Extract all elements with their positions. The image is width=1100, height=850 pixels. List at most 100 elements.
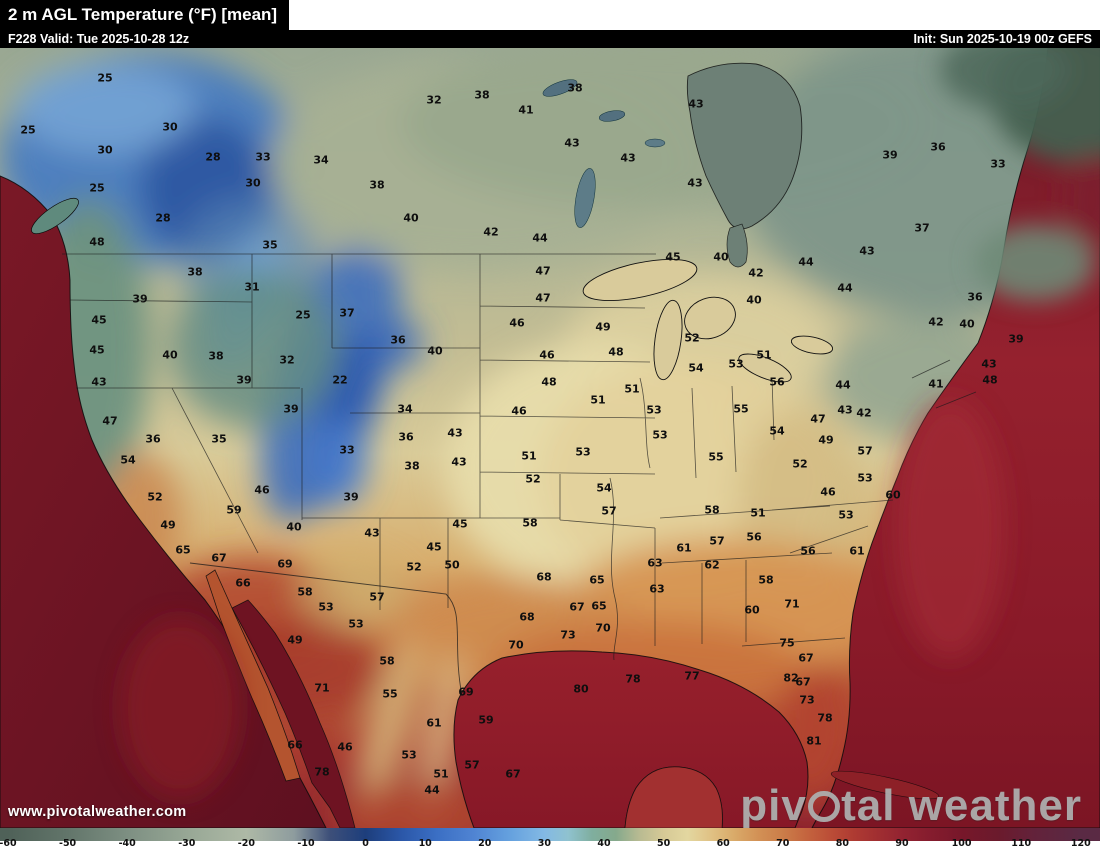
temperature-label: 58	[297, 585, 313, 599]
temperature-label: 47	[535, 291, 551, 305]
temperature-label: 51	[750, 506, 766, 520]
temperature-label: 67	[505, 767, 521, 781]
temperature-map[interactable]: 25 32 38 41 38 43 25 30 43 43 36 39 33 30 28 33 34 30 25 38…	[0, 48, 1100, 828]
baja-peninsula	[205, 569, 301, 782]
temperature-label: 40	[746, 293, 762, 307]
temperature-label: 69	[458, 685, 474, 699]
temperature-label: 67	[798, 651, 814, 665]
temperature-label: 54	[769, 424, 785, 438]
temperature-label: 41	[928, 377, 944, 391]
temperature-label: 43	[447, 426, 463, 440]
temperature-label: 33	[990, 157, 1006, 171]
sea-of-cortez	[231, 599, 356, 828]
page-title: 2 m AGL Temperature (°F) [mean]	[0, 0, 290, 30]
init-time-label: Init: Sun 2025-10-19 00z GEFS	[913, 32, 1092, 46]
website-link[interactable]: www.pivotalweather.com	[8, 804, 187, 820]
temperature-label: 52	[406, 560, 422, 574]
temperature-label: 45	[452, 517, 468, 531]
temperature-label: 52	[525, 472, 541, 486]
ocean-temperature-tints	[120, 48, 1100, 798]
temperature-label: 22	[332, 373, 348, 387]
temperature-label: 67	[795, 675, 811, 689]
temperature-label: 43	[688, 97, 704, 111]
temperature-label: 46	[254, 483, 270, 497]
temperature-label: 34	[313, 153, 329, 167]
temperature-label: 53	[646, 403, 662, 417]
temperature-label: 57	[464, 758, 480, 772]
temperature-label: 36	[967, 290, 983, 304]
temperature-label: 37	[339, 306, 355, 320]
temperature-label: 40	[403, 211, 419, 225]
temperature-label: 62	[704, 558, 720, 572]
colorbar-gradient	[0, 828, 1100, 841]
temperature-label: 49	[287, 633, 303, 647]
temperature-label: 59	[478, 713, 494, 727]
temperature-label: 75	[779, 636, 795, 650]
temperature-label: 40	[162, 348, 178, 362]
temperature-label: 61	[849, 544, 865, 558]
temperature-label: 39	[283, 402, 299, 416]
hudson-bay	[686, 62, 803, 230]
temperature-label: 78	[817, 711, 833, 725]
state-borders	[62, 253, 977, 661]
temperature-label: 55	[382, 687, 398, 701]
temperature-label: 65	[175, 543, 191, 557]
temperature-label: 43	[364, 526, 380, 540]
colorbar-tick: 40	[597, 838, 611, 849]
temperature-label: 67	[211, 551, 227, 565]
yucatan-peninsula	[624, 766, 723, 828]
temperature-label: 53	[857, 471, 873, 485]
temperature-label: 71	[314, 681, 330, 695]
temperature-label: 39	[132, 292, 148, 306]
temperature-label: 38	[208, 349, 224, 363]
temperature-label: 60	[744, 603, 760, 617]
temperature-label: 49	[818, 433, 834, 447]
temperature-label: 40	[713, 250, 729, 264]
temperature-label: 55	[708, 450, 724, 464]
temperature-label: 66	[287, 738, 303, 752]
temperature-label: 53	[318, 600, 334, 614]
james-bay	[726, 223, 748, 268]
temperature-label: 53	[652, 428, 668, 442]
temperature-label: 56	[800, 544, 816, 558]
temperature-label: 54	[688, 361, 704, 375]
temperature-label: 37	[914, 221, 930, 235]
temperature-label: 47	[102, 414, 118, 428]
temperature-label: 43	[564, 136, 580, 150]
temperature-label: 52	[684, 331, 700, 345]
temperature-label: 34	[397, 402, 413, 416]
temperature-label: 40	[959, 317, 975, 331]
temperature-label: 28	[205, 150, 221, 164]
temperature-label: 50	[444, 558, 460, 572]
forecast-info-bar: F228 Valid: Tue 2025-10-28 12z Init: Sun…	[0, 30, 1100, 48]
temperature-label: 58	[379, 654, 395, 668]
temperature-label: 46	[337, 740, 353, 754]
temperature-label: 25	[97, 71, 113, 85]
temperature-label: 42	[483, 225, 499, 239]
temperature-colorbar: -60 -50 -40 -30 -20 -10 0 10 20 30 40 50 60 70 80 90 100…	[0, 828, 1100, 850]
temperature-label: 48	[541, 375, 557, 389]
temperature-label: 77	[684, 669, 700, 683]
temperature-label: 56	[769, 375, 785, 389]
colorbar-tick: -10	[297, 838, 315, 849]
temperature-label: 43	[981, 357, 997, 371]
temperature-label: 39	[1008, 332, 1024, 346]
temperature-label: 47	[535, 264, 551, 278]
colorbar-tick: 20	[478, 838, 492, 849]
temperature-label: 78	[314, 765, 330, 779]
temperature-label: 44	[835, 378, 851, 392]
temperature-label: 53	[575, 445, 591, 459]
temperature-label: 42	[748, 266, 764, 280]
colorbar-tick: 60	[716, 838, 730, 849]
temperature-label: 30	[97, 143, 113, 157]
us-mexico-border	[189, 562, 463, 697]
temperature-label: 56	[746, 530, 762, 544]
temperature-label: 54	[596, 481, 612, 495]
colorbar-tick: -20	[237, 838, 255, 849]
temperature-label: 63	[647, 556, 663, 570]
temperature-label: 65	[589, 573, 605, 587]
colorbar-tick: 120	[1070, 838, 1091, 849]
temperature-label: 57	[709, 534, 725, 548]
temperature-label: 53	[838, 508, 854, 522]
pivotal-weather-watermark: piv tal weather	[740, 784, 1082, 828]
